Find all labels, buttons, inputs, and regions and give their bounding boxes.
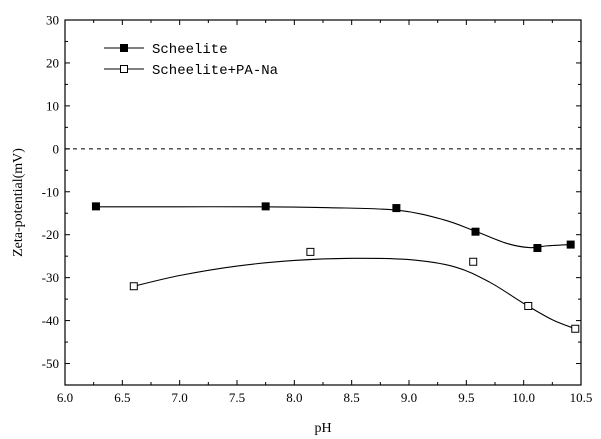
x-tick-label: 8.0	[286, 390, 302, 405]
x-tick-label: 7.0	[172, 390, 188, 405]
x-tick-label: 9.5	[458, 390, 474, 405]
y-tick-label: -50	[42, 356, 59, 371]
scheelite-pa-na-point	[306, 247, 315, 256]
x-tick-label: 6.5	[114, 390, 130, 405]
y-tick-label: 30	[46, 13, 59, 28]
scheelite-point	[91, 202, 100, 211]
scheelite-pa-na-point	[571, 324, 580, 333]
series-curve-1	[133, 257, 576, 330]
x-tick-label: 10.0	[512, 390, 535, 405]
x-tick-label: 10.5	[570, 390, 593, 405]
scheelite-point	[566, 240, 575, 249]
scheelite-point	[533, 244, 542, 253]
x-tick-label: 7.5	[229, 390, 245, 405]
legend-label-1: Scheelite+PA-Na	[152, 63, 278, 79]
y-tick-label: 20	[46, 55, 59, 70]
scheelite-point	[261, 202, 270, 211]
y-axis-title: Zeta-potential(mV)	[11, 148, 26, 257]
x-tick-label: 8.5	[344, 390, 360, 405]
x-tick-label: 6.0	[57, 390, 73, 405]
series-curve-0	[95, 206, 571, 249]
legend-marker-0	[120, 44, 128, 52]
x-axis-title: pH	[314, 421, 331, 436]
y-tick-label: -10	[42, 184, 59, 199]
y-tick-label: 10	[46, 98, 59, 113]
scheelite-pa-na-point	[469, 257, 478, 266]
legend-label-0: Scheelite	[152, 42, 228, 58]
plot-frame	[64, 19, 582, 386]
x-tick-label: 9.0	[401, 390, 417, 405]
y-tick-label: -40	[42, 313, 59, 328]
y-tick-label: 0	[53, 141, 60, 156]
y-tick-label: -20	[42, 227, 59, 242]
scheelite-pa-na-point	[524, 301, 533, 310]
scheelite-point	[471, 227, 480, 236]
scheelite-point	[392, 204, 401, 213]
scheelite-pa-na-point	[129, 282, 138, 291]
legend-marker-1	[120, 65, 128, 73]
y-tick-label: -30	[42, 270, 59, 285]
